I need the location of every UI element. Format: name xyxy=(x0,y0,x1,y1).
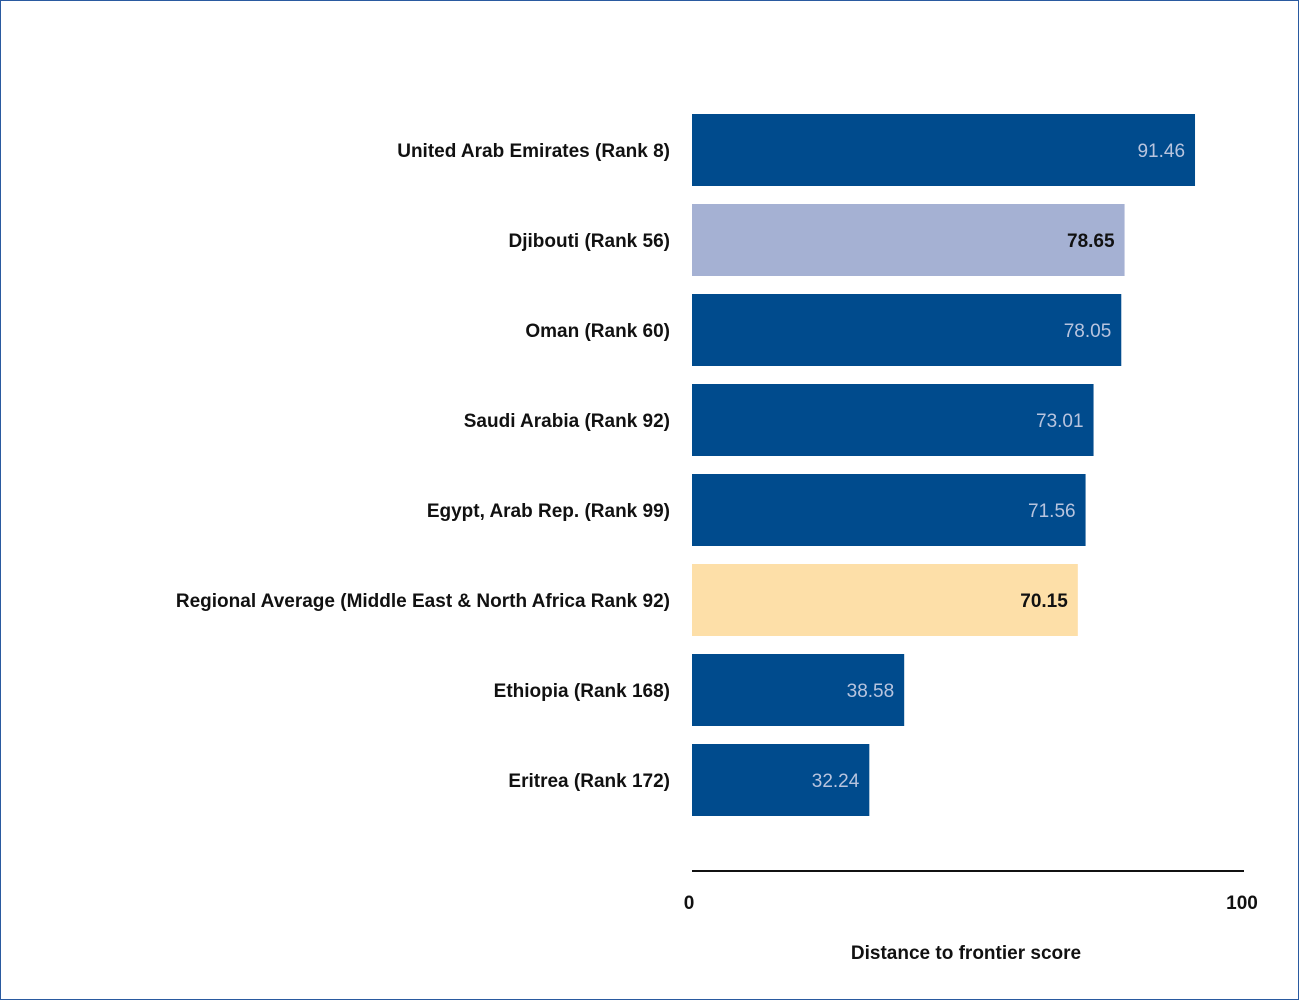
value-label: 78.05 xyxy=(1064,321,1112,342)
category-label: Egypt, Arab Rep. (Rank 99) xyxy=(427,501,670,522)
x-tick-label-max: 100 xyxy=(1226,893,1258,914)
value-label: 70.15 xyxy=(1020,591,1068,612)
bar xyxy=(692,654,905,726)
category-label: Oman (Rank 60) xyxy=(525,321,670,342)
value-label: 73.01 xyxy=(1036,411,1084,432)
category-label: Saudi Arabia (Rank 92) xyxy=(464,411,670,432)
x-tick-label-min: 0 xyxy=(684,893,695,914)
category-label: Eritrea (Rank 172) xyxy=(508,771,670,792)
x-axis-title: Distance to frontier score xyxy=(851,943,1081,964)
value-label: 32.24 xyxy=(812,771,860,792)
bar xyxy=(692,204,1125,276)
category-label: Djibouti (Rank 56) xyxy=(508,231,670,252)
category-label: Regional Average (Middle East & North Af… xyxy=(176,591,670,612)
bar xyxy=(692,114,1196,186)
value-label: 38.58 xyxy=(847,681,895,702)
value-label: 91.46 xyxy=(1137,141,1185,162)
category-label: Ethiopia (Rank 168) xyxy=(494,681,670,702)
value-label: 78.65 xyxy=(1067,231,1115,252)
category-label: United Arab Emirates (Rank 8) xyxy=(397,141,670,162)
bars-group: United Arab Emirates (Rank 8) 91.46 Djibou… xyxy=(176,114,1196,816)
bar xyxy=(692,474,1086,546)
bar xyxy=(692,294,1122,366)
bar xyxy=(692,384,1094,456)
value-label: 71.56 xyxy=(1028,501,1076,522)
bar xyxy=(692,744,870,816)
bar xyxy=(692,564,1078,636)
